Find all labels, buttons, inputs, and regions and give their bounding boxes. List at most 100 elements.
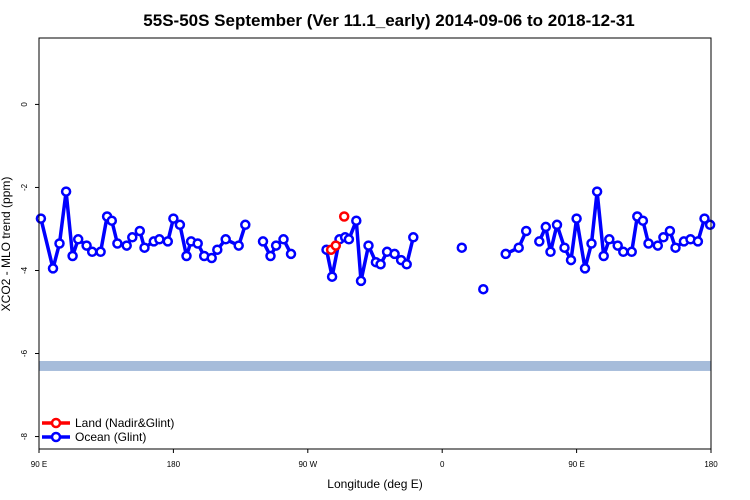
data-point bbox=[81, 240, 92, 251]
legend-marker bbox=[50, 417, 62, 429]
data-point bbox=[401, 259, 412, 270]
data-point bbox=[540, 221, 552, 233]
data-point bbox=[408, 232, 419, 243]
x-axis: 90 E 180 90 W 0 90 E 180 bbox=[31, 449, 718, 469]
data-point bbox=[106, 215, 118, 226]
data-point bbox=[112, 238, 123, 249]
data-point bbox=[478, 283, 489, 295]
legend-label: Ocean (Glint) bbox=[75, 430, 146, 444]
plot-frame bbox=[38, 37, 712, 450]
data-point bbox=[206, 252, 217, 264]
series-line bbox=[537, 189, 712, 271]
data-point bbox=[154, 234, 165, 245]
data-point bbox=[278, 234, 289, 245]
data-point bbox=[192, 238, 203, 249]
y-tick-label: -2 bbox=[20, 183, 29, 191]
data-point bbox=[72, 234, 84, 245]
data-point bbox=[330, 240, 342, 251]
data-point bbox=[565, 254, 577, 266]
series-land-nadir-glint- bbox=[325, 211, 350, 255]
x-tick-label: 90 W bbox=[298, 460, 317, 469]
data-point bbox=[704, 219, 716, 231]
plot-area bbox=[35, 186, 716, 371]
series-line bbox=[324, 218, 415, 283]
data-point bbox=[643, 238, 654, 249]
data-point bbox=[233, 240, 244, 251]
data-point bbox=[389, 248, 400, 260]
x-tick-label: 180 bbox=[704, 460, 718, 469]
data-point bbox=[534, 236, 545, 247]
y-axis-label: XCO2 - MLO trend (ppm) bbox=[0, 177, 13, 312]
legend: Land (Nadir&Glint)Ocean (Glint) bbox=[42, 416, 174, 444]
data-point bbox=[551, 219, 563, 231]
y-axis: 0 -2 -4 -6 -8 bbox=[20, 102, 39, 440]
data-point bbox=[598, 250, 609, 262]
data-point bbox=[545, 246, 556, 258]
data-point bbox=[326, 271, 338, 282]
x-tick-label: 90 E bbox=[31, 460, 47, 469]
data-point bbox=[265, 250, 276, 262]
data-point bbox=[375, 259, 386, 270]
x-tick-label: 180 bbox=[167, 460, 181, 469]
data-point bbox=[670, 242, 681, 253]
data-point bbox=[513, 242, 524, 253]
y-tick-label: -8 bbox=[20, 432, 29, 440]
data-point bbox=[664, 225, 676, 237]
data-point bbox=[127, 232, 138, 243]
x-axis-label: Longitude (deg E) bbox=[327, 477, 422, 491]
chart-title: 55S-50S September (Ver 11.1_early) 2014-… bbox=[143, 11, 634, 30]
data-point bbox=[86, 246, 98, 258]
data-point bbox=[257, 236, 269, 247]
data-point bbox=[240, 219, 251, 231]
data-point bbox=[162, 236, 174, 247]
data-point bbox=[456, 242, 468, 253]
data-point bbox=[586, 238, 597, 249]
y-tick-label: 0 bbox=[20, 102, 29, 107]
data-point bbox=[168, 213, 179, 224]
data-point bbox=[618, 246, 629, 258]
data-point bbox=[285, 248, 297, 260]
data-point bbox=[591, 186, 603, 197]
data-point bbox=[579, 263, 591, 274]
data-point bbox=[139, 242, 150, 253]
data-point bbox=[652, 240, 664, 251]
data-point bbox=[54, 238, 65, 249]
data-point bbox=[692, 236, 704, 247]
data-point bbox=[604, 234, 615, 245]
data-point bbox=[270, 240, 282, 251]
data-point bbox=[612, 240, 623, 251]
data-point bbox=[626, 246, 637, 258]
data-point bbox=[571, 213, 582, 224]
y-tick-label: -4 bbox=[20, 266, 29, 274]
data-point bbox=[35, 213, 47, 224]
data-point bbox=[363, 240, 374, 251]
data-point bbox=[220, 234, 231, 245]
series-ocean-glint- bbox=[35, 186, 716, 295]
data-point bbox=[343, 234, 355, 245]
data-point bbox=[121, 240, 132, 251]
data-point bbox=[520, 225, 532, 237]
data-point bbox=[637, 215, 649, 226]
data-point bbox=[47, 263, 59, 274]
data-point bbox=[338, 211, 350, 222]
data-point bbox=[212, 244, 223, 255]
legend-marker bbox=[50, 431, 62, 443]
data-point bbox=[500, 248, 511, 260]
data-point bbox=[95, 246, 106, 258]
data-point bbox=[559, 242, 570, 253]
data-point bbox=[351, 215, 362, 226]
legend-label: Land (Nadir&Glint) bbox=[75, 416, 174, 430]
data-point bbox=[699, 213, 710, 224]
data-point bbox=[60, 186, 72, 197]
data-point bbox=[181, 250, 192, 262]
data-point bbox=[658, 232, 669, 243]
data-point bbox=[67, 250, 78, 262]
x-tick-label: 90 E bbox=[568, 460, 584, 469]
x-tick-label: 0 bbox=[440, 460, 445, 469]
y-tick-label: -6 bbox=[20, 349, 29, 357]
data-point bbox=[174, 219, 186, 231]
data-point bbox=[355, 275, 367, 287]
data-point bbox=[134, 225, 146, 237]
reference-band bbox=[39, 360, 711, 371]
